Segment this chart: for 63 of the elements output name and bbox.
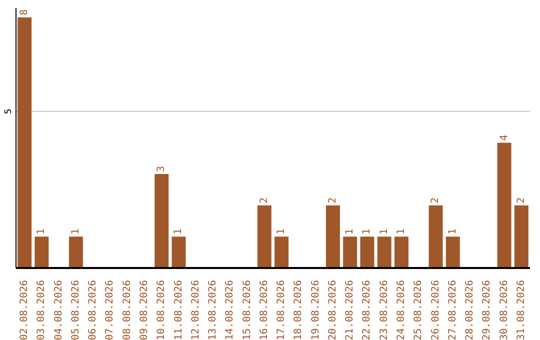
bar bbox=[497, 142, 512, 268]
bar bbox=[343, 236, 358, 268]
x-tick-label: 29.08.2026 bbox=[482, 280, 493, 340]
x-tick-label: 22.08.2026 bbox=[362, 280, 373, 340]
x-tick-label: 15.08.2026 bbox=[242, 280, 253, 340]
x-tick-label: 28.08.2026 bbox=[464, 280, 476, 340]
bar bbox=[428, 205, 443, 268]
bar bbox=[18, 17, 32, 268]
bar bbox=[326, 205, 340, 268]
data-label: 1 bbox=[378, 228, 390, 235]
data-label: 2 bbox=[516, 197, 527, 204]
bar bbox=[394, 236, 408, 268]
x-tick-label: 26.08.2026 bbox=[430, 280, 442, 340]
x-tick-label: 18.08.2026 bbox=[293, 280, 304, 340]
x-tick-label: 24.08.2026 bbox=[396, 280, 407, 340]
data-label: 8 bbox=[19, 9, 30, 16]
x-tick-label: 03.08.2026 bbox=[36, 280, 48, 340]
data-label: 1 bbox=[396, 228, 407, 235]
data-label: 1 bbox=[276, 228, 288, 235]
x-tick-label: 31.08.2026 bbox=[516, 280, 527, 340]
x-tick-label: 10.08.2026 bbox=[156, 280, 168, 340]
bar bbox=[34, 236, 49, 268]
x-tick-label: 12.08.2026 bbox=[190, 280, 202, 340]
x-tick-label: 21.08.2026 bbox=[344, 280, 356, 340]
x-tick-label: 25.08.2026 bbox=[413, 280, 424, 340]
bar bbox=[377, 236, 392, 268]
x-tick-label: 27.08.2026 bbox=[447, 280, 458, 340]
x-tick-label: 19.08.2026 bbox=[310, 280, 322, 340]
data-label: 1 bbox=[70, 228, 82, 235]
x-tick-label: 02.08.2026 bbox=[19, 280, 30, 340]
x-tick-label: 17.08.2026 bbox=[276, 280, 288, 340]
x-tick-label: 20.08.2026 bbox=[327, 280, 338, 340]
data-label: 1 bbox=[173, 228, 184, 235]
x-tick-label: 09.08.2026 bbox=[139, 280, 150, 340]
bar bbox=[68, 236, 83, 268]
bar bbox=[257, 205, 272, 268]
x-tick-label: 13.08.2026 bbox=[208, 280, 219, 340]
bar bbox=[172, 236, 186, 268]
x-tick-label: 30.08.2026 bbox=[498, 280, 510, 340]
bar bbox=[446, 236, 460, 268]
x-tick-label: 05.08.2026 bbox=[70, 280, 82, 340]
x-tick-label: 04.08.2026 bbox=[53, 280, 64, 340]
data-label: 3 bbox=[156, 166, 168, 172]
data-label: 2 bbox=[430, 197, 442, 204]
data-label: 1 bbox=[344, 228, 356, 235]
x-tick-label: 11.08.2026 bbox=[173, 280, 184, 340]
data-label: 4 bbox=[498, 134, 510, 141]
data-label: 2 bbox=[258, 197, 270, 204]
x-tick-label: 23.08.2026 bbox=[378, 280, 390, 340]
x-tick-label: 08.08.2026 bbox=[122, 280, 133, 340]
x-tick-label: 06.08.2026 bbox=[88, 280, 99, 340]
bar bbox=[360, 236, 374, 268]
x-tick-label: 14.08.2026 bbox=[224, 280, 236, 340]
bar bbox=[514, 205, 528, 268]
bar bbox=[274, 236, 289, 268]
data-label: 2 bbox=[327, 197, 338, 204]
y-tick-label: 5 bbox=[4, 108, 14, 114]
bar bbox=[154, 174, 169, 268]
data-label: 1 bbox=[36, 228, 48, 235]
x-tick-label: 07.08.2026 bbox=[104, 280, 116, 340]
data-label: 1 bbox=[447, 228, 458, 235]
x-tick-label: 16.08.2026 bbox=[258, 280, 270, 340]
data-label: 1 bbox=[362, 228, 373, 235]
